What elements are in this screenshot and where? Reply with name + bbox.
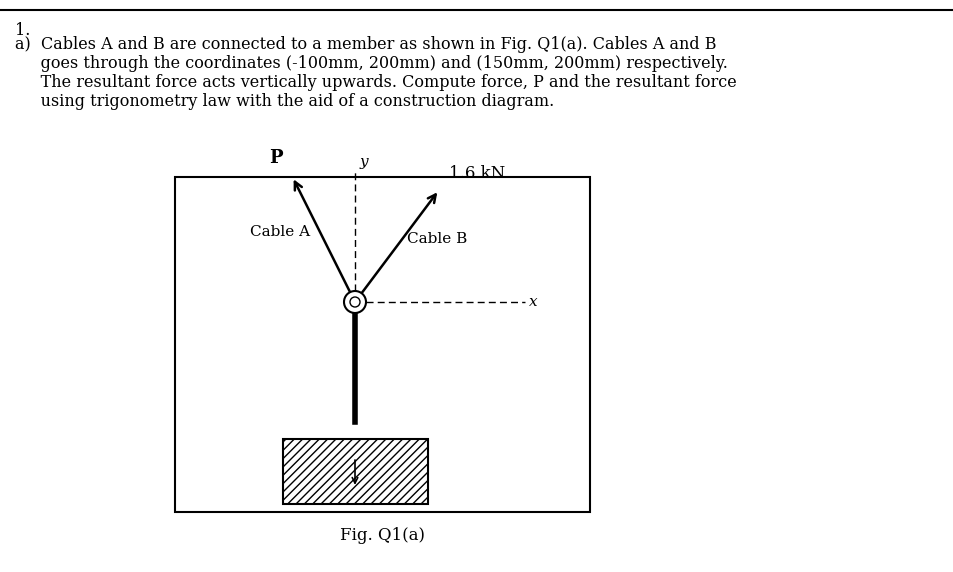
Text: x: x [529,295,537,309]
Bar [174,177,589,512]
Text: Fig. Q1(a): Fig. Q1(a) [339,527,424,544]
Text: Cable B: Cable B [406,232,466,246]
Text: using trigonometry law with the aid of a construction diagram.: using trigonometry law with the aid of a… [15,93,554,110]
Text: y: y [359,155,368,169]
Text: 1.6 kN: 1.6 kN [449,165,505,182]
Text: P: P [269,149,282,167]
Text: The resultant force acts vertically upwards. Compute force, P and the resultant : The resultant force acts vertically upwa… [15,74,736,91]
Text: a)  Cables A and B are connected to a member as shown in Fig. Q1(a). Cables A an: a) Cables A and B are connected to a mem… [15,36,716,53]
Text: goes through the coordinates (-100mm, 200mm) and (150mm, 200mm) respectively.: goes through the coordinates (-100mm, 20… [15,55,727,72]
Text: Cable A: Cable A [250,225,310,239]
Circle shape [344,291,366,313]
Bar [283,439,428,504]
Circle shape [350,297,359,307]
Text: 1.: 1. [15,22,30,39]
